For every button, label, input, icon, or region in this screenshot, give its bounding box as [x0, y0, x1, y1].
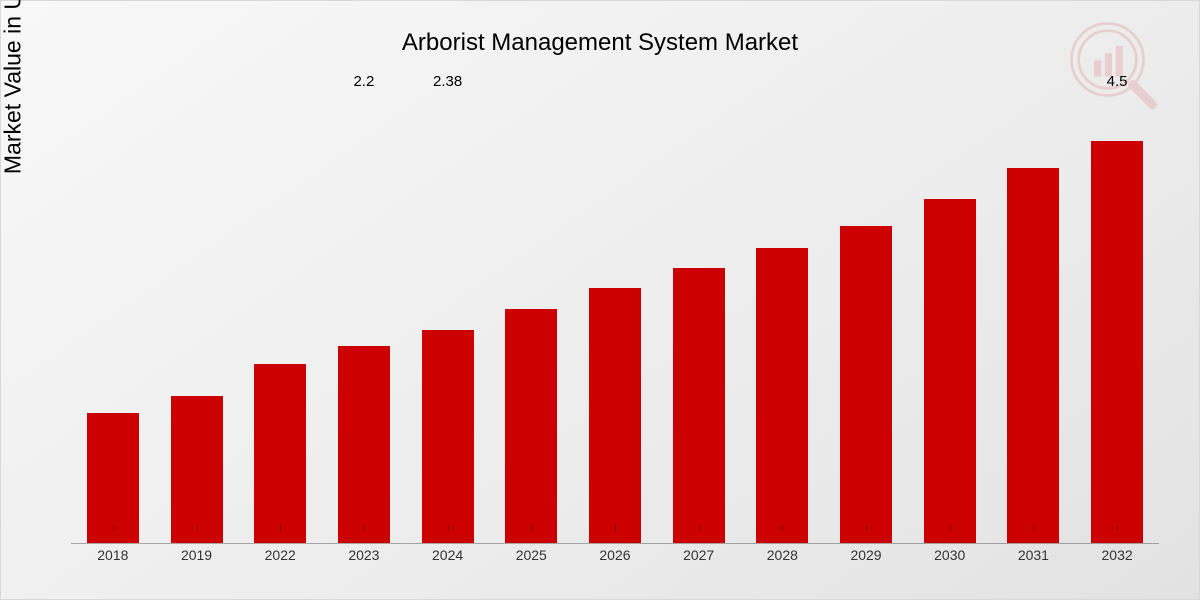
bars-row: 2.22.38 4.5: [71, 96, 1159, 544]
x-tick-label: 2024: [406, 547, 490, 577]
x-tick-label: 2025: [489, 547, 573, 577]
bar-slot: [489, 96, 573, 543]
bar: [422, 330, 474, 543]
x-axis-ticks: 2018201920222023202420252026202720282029…: [71, 547, 1159, 577]
bar: [673, 268, 725, 543]
bar-slot: 4.5: [1075, 96, 1159, 543]
bar: [1091, 141, 1143, 543]
bar-value-label: 2.38: [433, 73, 462, 90]
x-tick-label: 2032: [1075, 547, 1159, 577]
bar-slot: [155, 96, 239, 543]
bar: [1007, 168, 1059, 543]
x-tick-label: 2030: [908, 547, 992, 577]
plot-area: 2.22.38 4.5: [71, 96, 1159, 544]
chart-title: Arborist Management System Market: [1, 29, 1199, 57]
x-tick-label: 2018: [71, 547, 155, 577]
bar-slot: [824, 96, 908, 543]
bar: [840, 226, 892, 543]
bar: [338, 346, 390, 543]
chart-container: Arborist Management System Market Market…: [0, 0, 1200, 600]
bar: [254, 364, 306, 543]
x-tick-label: 2026: [573, 547, 657, 577]
bar-value-label: 4.5: [1107, 73, 1128, 90]
bar-slot: [573, 96, 657, 543]
bar-slot: [238, 96, 322, 543]
bar: [924, 199, 976, 543]
bar: [589, 288, 641, 543]
bar: [505, 309, 557, 543]
bar-slot: [71, 96, 155, 543]
y-axis-label: Market Value in USD Billion: [0, 0, 27, 174]
x-tick-label: 2022: [238, 547, 322, 577]
bar-slot: 2.2: [322, 96, 406, 543]
x-tick-label: 2031: [992, 547, 1076, 577]
bar: [87, 413, 139, 543]
x-tick-label: 2019: [155, 547, 239, 577]
x-tick-label: 2023: [322, 547, 406, 577]
bar: [756, 248, 808, 543]
bar-slot: [741, 96, 825, 543]
bar-slot: [657, 96, 741, 543]
bar: [171, 396, 223, 544]
x-tick-label: 2029: [824, 547, 908, 577]
bar-slot: [992, 96, 1076, 543]
bar-slot: 2.38: [406, 96, 490, 543]
bar-slot: [908, 96, 992, 543]
x-tick-label: 2027: [657, 547, 741, 577]
x-tick-label: 2028: [741, 547, 825, 577]
bar-value-label: 2.2: [353, 73, 374, 90]
